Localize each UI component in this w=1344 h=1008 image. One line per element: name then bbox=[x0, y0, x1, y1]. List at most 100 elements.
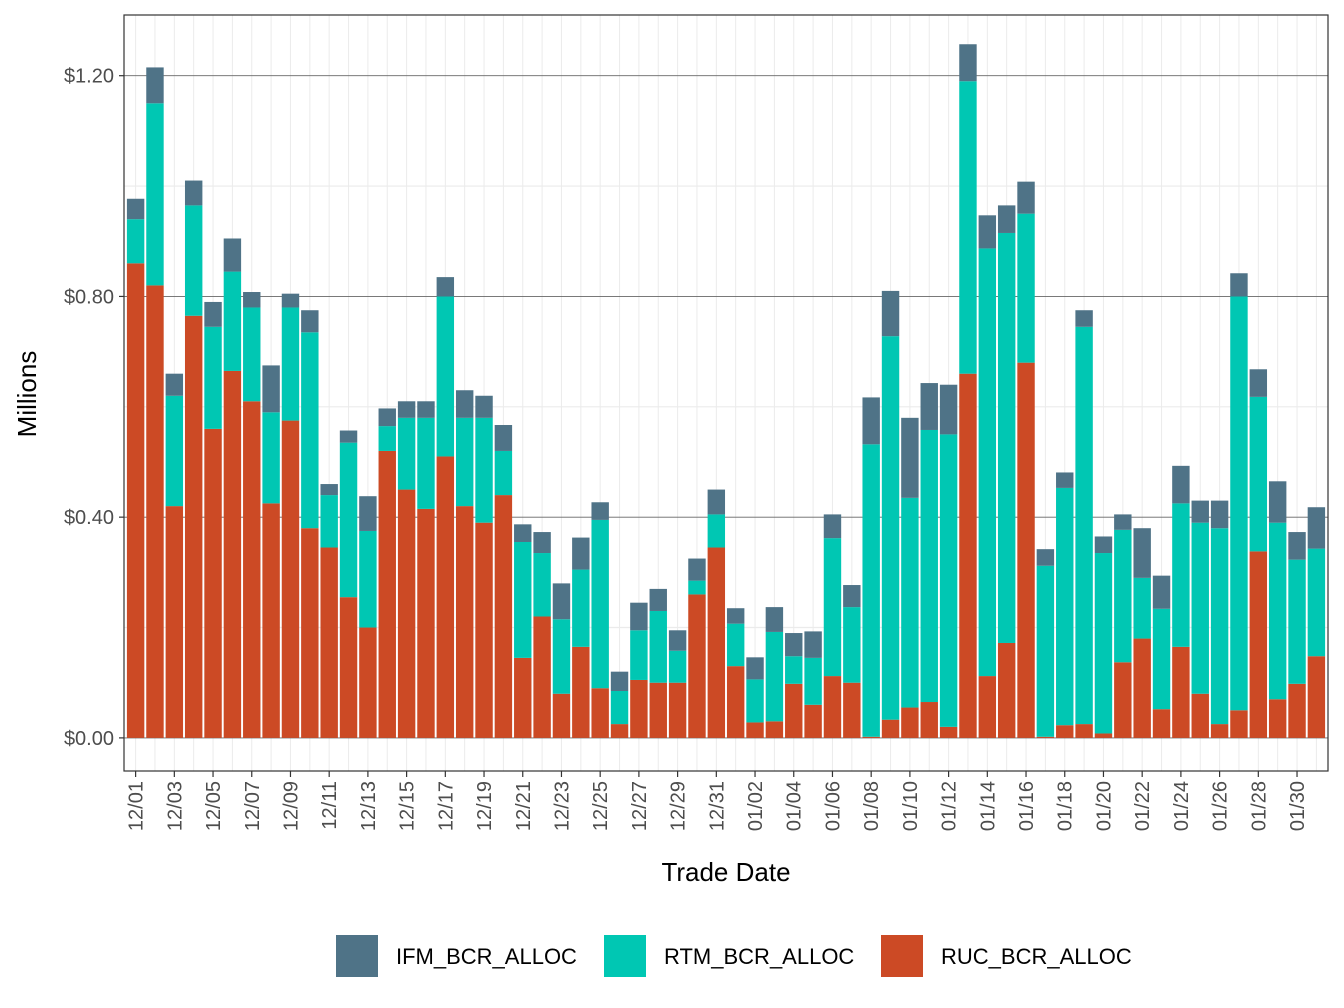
plot-panel-border bbox=[123, 14, 1329, 772]
bar-segment-rtm-bcr-alloc bbox=[707, 514, 726, 548]
bar-segment-ifm-bcr-alloc bbox=[688, 558, 706, 581]
bar-segment-ifm-bcr-alloc bbox=[243, 292, 261, 308]
bar-segment-ifm-bcr-alloc bbox=[533, 532, 551, 554]
bar-segment-rtm-bcr-alloc bbox=[436, 296, 455, 457]
bar-segment-rtm-bcr-alloc bbox=[630, 630, 648, 680]
legend-label: IFM_BCR_ALLOC bbox=[396, 944, 577, 969]
x-tick-label: 01/08 bbox=[861, 781, 883, 831]
x-tick-label: 01/26 bbox=[1210, 781, 1232, 831]
x-tick-label: 01/02 bbox=[745, 781, 767, 831]
bar-segment-ifm-bcr-alloc bbox=[455, 390, 474, 418]
bar-segment-ruc-bcr-alloc bbox=[1307, 656, 1326, 738]
bar-segment-ruc-bcr-alloc bbox=[552, 693, 571, 738]
bar-segment-rtm-bcr-alloc bbox=[901, 497, 919, 708]
x-tick-label: 12/23 bbox=[551, 781, 573, 831]
bar-segment-ruc-bcr-alloc bbox=[1288, 683, 1306, 738]
bar-segment-ifm-bcr-alloc bbox=[1249, 369, 1268, 397]
bar-segment-ifm-bcr-alloc bbox=[1133, 528, 1151, 578]
bar-segment-ifm-bcr-alloc bbox=[494, 425, 513, 451]
bar-segment-ifm-bcr-alloc bbox=[184, 180, 203, 206]
bar-segment-rtm-bcr-alloc bbox=[823, 538, 842, 677]
bar-segment-ifm-bcr-alloc bbox=[320, 484, 338, 496]
bar-segment-ifm-bcr-alloc bbox=[1075, 310, 1093, 327]
bar-segment-ruc-bcr-alloc bbox=[1210, 724, 1229, 738]
bar-segment-ruc-bcr-alloc bbox=[281, 420, 300, 738]
bar-segment-rtm-bcr-alloc bbox=[301, 332, 319, 529]
bar-segment-ifm-bcr-alloc bbox=[959, 44, 977, 82]
bar-segment-ifm-bcr-alloc bbox=[785, 633, 803, 657]
bar-segment-ruc-bcr-alloc bbox=[146, 285, 164, 738]
bar-segment-rtm-bcr-alloc bbox=[533, 553, 551, 617]
x-tick-label: 12/25 bbox=[590, 781, 612, 831]
x-axis-title: Trade Date bbox=[661, 857, 790, 887]
bar-segment-rtm-bcr-alloc bbox=[978, 248, 997, 677]
x-tick-label: 01/06 bbox=[822, 781, 844, 831]
bar-segment-rtm-bcr-alloc bbox=[1191, 522, 1209, 694]
bar-segment-ruc-bcr-alloc bbox=[804, 704, 822, 738]
bar-segment-ifm-bcr-alloc bbox=[1056, 472, 1074, 488]
bar-segment-ruc-bcr-alloc bbox=[1152, 709, 1171, 738]
bar-segment-ifm-bcr-alloc bbox=[881, 290, 900, 337]
bar-segment-ifm-bcr-alloc bbox=[223, 238, 242, 272]
bar-segment-rtm-bcr-alloc bbox=[1075, 326, 1093, 725]
bar-segment-rtm-bcr-alloc bbox=[417, 417, 435, 509]
legend-swatch bbox=[336, 935, 378, 977]
bar-segment-rtm-bcr-alloc bbox=[1210, 528, 1229, 725]
bar-segment-ifm-bcr-alloc bbox=[1288, 532, 1306, 560]
bar-segment-ruc-bcr-alloc bbox=[533, 616, 551, 738]
bar-segment-ruc-bcr-alloc bbox=[1268, 699, 1287, 738]
x-tick-label: 12/03 bbox=[164, 781, 186, 831]
bar-segment-ifm-bcr-alloc bbox=[1307, 507, 1326, 549]
bar-segment-ifm-bcr-alloc bbox=[552, 583, 571, 620]
x-axis: 12/01 12/03 12/05 12/07 12/09 12/11 12/13 12/15… bbox=[126, 771, 1309, 831]
bar-segment-rtm-bcr-alloc bbox=[1249, 396, 1268, 552]
bar-segment-rtm-bcr-alloc bbox=[514, 541, 532, 658]
bar-segment-rtm-bcr-alloc bbox=[785, 656, 803, 684]
x-tick-label: 12/01 bbox=[126, 781, 148, 831]
bar-segment-ruc-bcr-alloc bbox=[1094, 733, 1113, 738]
bar-segment-ifm-bcr-alloc bbox=[281, 293, 300, 308]
bar-segment-ifm-bcr-alloc bbox=[146, 67, 164, 104]
bar-segment-rtm-bcr-alloc bbox=[455, 417, 474, 507]
bar-segment-ruc-bcr-alloc bbox=[997, 642, 1016, 738]
bar-segment-ifm-bcr-alloc bbox=[417, 401, 435, 418]
bar-segment-rtm-bcr-alloc bbox=[494, 450, 513, 496]
bar-segment-ruc-bcr-alloc bbox=[959, 373, 977, 738]
bar-segment-rtm-bcr-alloc bbox=[165, 395, 184, 507]
bar-segment-rtm-bcr-alloc bbox=[146, 103, 164, 286]
bar-segment-ruc-bcr-alloc bbox=[978, 676, 997, 738]
bar-segment-ruc-bcr-alloc bbox=[1230, 710, 1248, 738]
bar-segment-rtm-bcr-alloc bbox=[1288, 559, 1306, 684]
bar-segment-ifm-bcr-alloc bbox=[939, 384, 958, 435]
bar-segment-ruc-bcr-alloc bbox=[1191, 693, 1209, 738]
bar-segment-ruc-bcr-alloc bbox=[184, 315, 203, 738]
bar-segment-rtm-bcr-alloc bbox=[339, 442, 358, 598]
bar-segment-rtm-bcr-alloc bbox=[126, 219, 145, 264]
bar-segment-ruc-bcr-alloc bbox=[417, 508, 435, 738]
bar-segment-ruc-bcr-alloc bbox=[939, 726, 958, 738]
bar-segment-rtm-bcr-alloc bbox=[1114, 529, 1132, 663]
bar-segment-ruc-bcr-alloc bbox=[920, 702, 938, 738]
bar-segment-ruc-bcr-alloc bbox=[707, 547, 726, 738]
bar-segment-ifm-bcr-alloc bbox=[1017, 181, 1035, 214]
legend: IFM_BCR_ALLOC RTM_BCR_ALLOC RUC_BCR_ALLOC bbox=[336, 935, 1132, 977]
x-tick-label: 12/27 bbox=[629, 781, 651, 831]
bar-segment-ruc-bcr-alloc bbox=[823, 676, 842, 738]
bar-segment-rtm-bcr-alloc bbox=[939, 434, 958, 727]
bar-segment-rtm-bcr-alloc bbox=[1268, 522, 1287, 700]
bar-segment-rtm-bcr-alloc bbox=[320, 495, 338, 548]
bar-segment-ifm-bcr-alloc bbox=[630, 602, 648, 631]
bar-segment-ifm-bcr-alloc bbox=[726, 608, 745, 624]
bar-segment-ruc-bcr-alloc bbox=[1114, 662, 1132, 738]
bar-segment-ruc-bcr-alloc bbox=[881, 719, 900, 738]
x-tick-label: 12/07 bbox=[242, 781, 264, 831]
bar-segment-ruc-bcr-alloc bbox=[455, 506, 474, 738]
bar-segment-ifm-bcr-alloc bbox=[397, 401, 416, 418]
x-tick-label: 01/28 bbox=[1248, 781, 1270, 831]
bar-segment-rtm-bcr-alloc bbox=[281, 307, 300, 421]
bar-segment-rtm-bcr-alloc bbox=[726, 623, 745, 667]
bar-segment-ruc-bcr-alloc bbox=[1056, 725, 1074, 738]
bar-segment-rtm-bcr-alloc bbox=[1152, 608, 1171, 710]
y-tick-label: $0.40 bbox=[64, 507, 114, 529]
